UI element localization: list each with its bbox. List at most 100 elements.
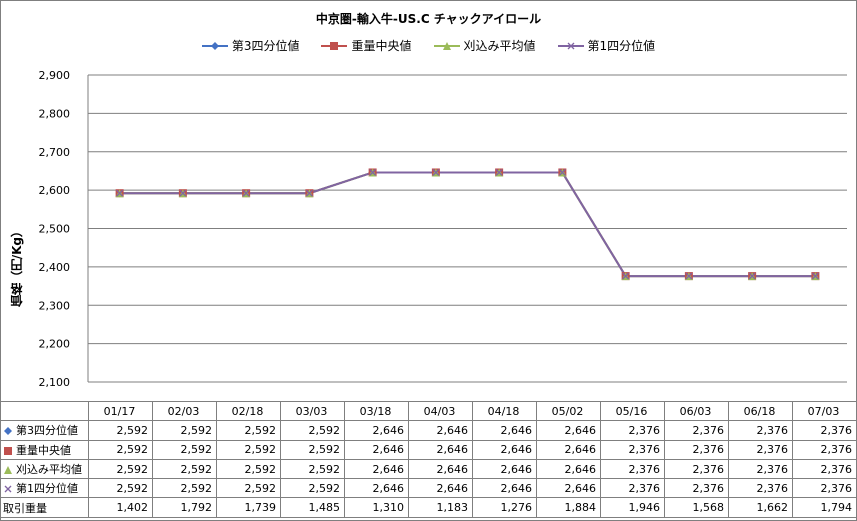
data-point xyxy=(432,169,440,176)
series-line-4 xyxy=(119,171,816,278)
row-marker xyxy=(4,485,12,493)
table-row: 第3四分位値 2,592 2,592 2,592 2,592 2,646 2,646 2,64… xyxy=(0,420,857,441)
table-cell: 1,946 xyxy=(599,497,665,518)
table-cell: 1,310 xyxy=(343,497,409,518)
row-marker-icon xyxy=(4,446,12,455)
table-row-header: 第1四分位値 xyxy=(0,478,89,499)
row-label: 第3四分位値 xyxy=(16,424,78,438)
data-point xyxy=(622,272,630,280)
table-cell: 2,376 xyxy=(727,478,793,499)
legend-label: 刈込み平均値 xyxy=(463,39,536,53)
legend-label: 第1四分位値 xyxy=(587,39,656,53)
row-label: 取引重量 xyxy=(3,501,47,515)
y-axis-label: 価格（円/Kg） xyxy=(10,225,24,308)
data-point xyxy=(811,272,819,280)
table-corner-cell xyxy=(0,400,89,422)
table-row-header: 第3四分位値 xyxy=(0,420,89,441)
x-tick-label: 04/03 xyxy=(407,400,473,422)
table-cell: 2,646 xyxy=(535,420,601,441)
x-tick-label: 03/03 xyxy=(279,400,345,422)
table-row-header: 刈込み平均値 xyxy=(0,458,89,480)
table-cell: 2,592 xyxy=(87,439,153,460)
legend-item: 重量中央値 xyxy=(321,37,412,54)
table-cell: 2,376 xyxy=(599,478,665,499)
table-cell: 2,646 xyxy=(407,420,473,441)
y-tick-label: 2,700 xyxy=(39,146,71,159)
table-cell: 2,646 xyxy=(343,458,409,480)
table-cell: 2,376 xyxy=(791,458,857,480)
legend-item: 第3四分位値 xyxy=(201,37,300,54)
series-line-3 xyxy=(119,171,816,278)
table-cell: 1,183 xyxy=(407,497,473,518)
table-cell: 2,592 xyxy=(279,439,345,460)
table-cell: 2,646 xyxy=(343,439,409,460)
data-point xyxy=(495,169,503,176)
table-cell: 2,646 xyxy=(343,478,409,499)
x-tick-label: 05/02 xyxy=(535,400,601,422)
table-cell: 2,592 xyxy=(279,478,345,499)
y-tick-label: 2,300 xyxy=(39,299,71,312)
table-cell: 2,592 xyxy=(151,458,217,480)
table-cell: 2,646 xyxy=(471,420,537,441)
table-cell: 2,646 xyxy=(343,420,409,441)
y-tick-label: 2,400 xyxy=(39,261,71,274)
data-point xyxy=(369,169,377,176)
series-line-2 xyxy=(119,171,816,278)
row-marker xyxy=(4,466,12,475)
table-cell: 2,592 xyxy=(215,458,281,480)
row-marker-icon xyxy=(4,485,12,493)
row-label: 第1四分位値 xyxy=(16,482,78,496)
x-tick-label: 03/18 xyxy=(343,400,409,422)
table-cell: 2,376 xyxy=(599,458,665,480)
table-cell: 1,485 xyxy=(279,497,345,518)
table-row: 取引重量 1,402 1,792 1,739 1,485 1,310 1,183 1,276 1… xyxy=(0,497,857,518)
table-row-header: 重量中央値 xyxy=(0,439,89,460)
x-tick-label: 05/16 xyxy=(599,400,665,422)
legend-item: 第1四分位値 xyxy=(557,37,656,54)
table-cell: 2,376 xyxy=(727,458,793,480)
table-cell: 2,646 xyxy=(407,478,473,499)
y-tick-label: 2,100 xyxy=(39,376,71,389)
x-tick-label: 07/03 xyxy=(791,400,857,422)
y-tick-label: 2,500 xyxy=(39,223,71,236)
data-table: 01/17 02/03 02/18 03/03 03/18 04/03 04/18 05/02… xyxy=(0,400,857,518)
table-cell: 2,376 xyxy=(727,420,793,441)
y-tick-label: 2,200 xyxy=(39,338,71,351)
table-cell: 1,739 xyxy=(215,497,281,518)
table-cell: 2,376 xyxy=(663,458,729,480)
row-label: 重量中央値 xyxy=(16,443,71,457)
y-tick-label: 2,600 xyxy=(39,184,71,197)
table-cell: 2,646 xyxy=(535,458,601,480)
table-cell: 2,376 xyxy=(791,420,857,441)
table-cell: 1,884 xyxy=(535,497,601,518)
table-cell: 2,592 xyxy=(279,458,345,480)
table-cell: 2,592 xyxy=(151,478,217,499)
y-tick-label: 2,900 xyxy=(39,69,71,82)
row-marker xyxy=(4,446,12,455)
table-cell: 2,646 xyxy=(471,439,537,460)
row-marker-icon xyxy=(4,466,12,475)
x-tick-label: 04/18 xyxy=(471,400,537,422)
legend-swatch xyxy=(433,41,460,51)
legend-label: 第3四分位値 xyxy=(231,39,300,53)
row-label: 刈込み平均値 xyxy=(16,463,82,477)
table-cell: 2,646 xyxy=(471,458,537,480)
table-cell: 2,376 xyxy=(663,478,729,499)
legend-marker xyxy=(330,41,339,50)
table-cell: 1,402 xyxy=(87,497,153,518)
row-marker-icon xyxy=(4,427,12,436)
plot-area: 2,100 2,200 2,300 2,400 2,500 2,600 2,700 2,800… xyxy=(39,69,847,389)
table-cell: 2,376 xyxy=(791,439,857,460)
legend-swatch xyxy=(557,41,584,51)
x-tick-label: 01/17 xyxy=(87,400,153,422)
row-marker xyxy=(4,427,12,436)
chart-title: 中京圏-輸入牛-US.C チャックアイロール xyxy=(315,12,542,26)
table-cell: 2,376 xyxy=(599,439,665,460)
data-point xyxy=(242,189,250,197)
x-tick-label: 02/03 xyxy=(151,400,217,422)
x-tick-label: 06/18 xyxy=(727,400,793,422)
table-body: 第3四分位値 2,592 2,592 2,592 2,592 2,646 2,646 2,64… xyxy=(0,420,857,518)
data-point xyxy=(685,272,693,280)
x-tick-label: 02/18 xyxy=(215,400,281,422)
table-cell: 2,592 xyxy=(215,420,281,441)
